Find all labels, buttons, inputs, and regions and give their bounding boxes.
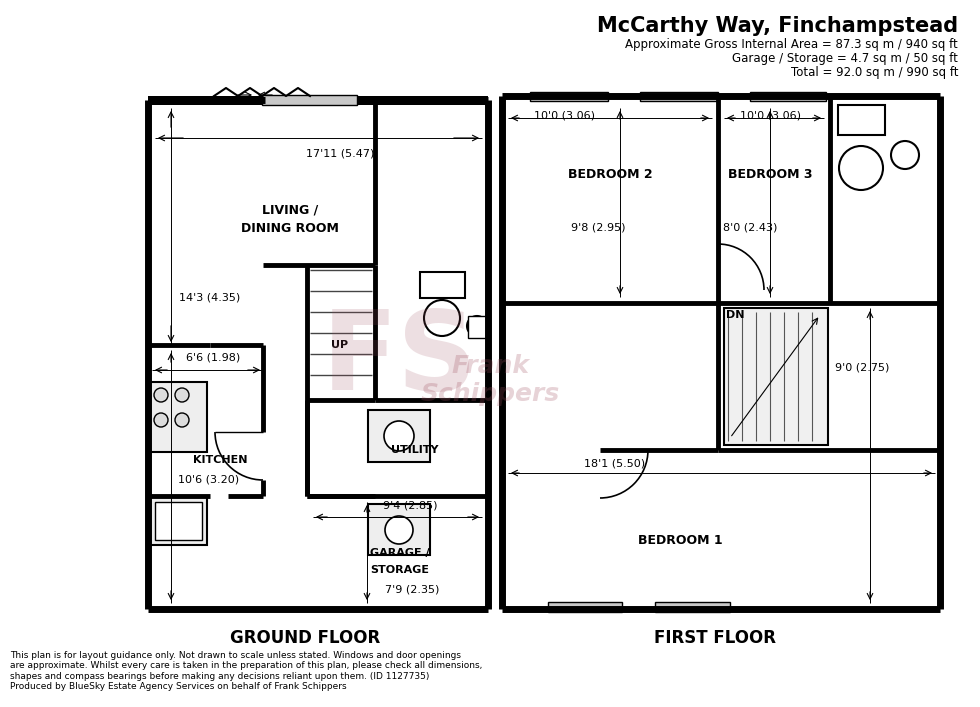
Text: 9'8 (2.95): 9'8 (2.95) xyxy=(570,223,625,233)
Text: Garage / Storage = 4.7 sq m / 50 sq ft: Garage / Storage = 4.7 sq m / 50 sq ft xyxy=(732,52,958,65)
Circle shape xyxy=(839,146,883,190)
Text: FIRST FLOOR: FIRST FLOOR xyxy=(654,629,776,647)
Text: 6'6 (1.98): 6'6 (1.98) xyxy=(186,353,240,363)
Text: 17'11 (5.47): 17'11 (5.47) xyxy=(306,148,374,158)
Bar xyxy=(262,95,357,105)
Text: STORAGE: STORAGE xyxy=(370,565,429,575)
Text: KITCHEN: KITCHEN xyxy=(193,455,247,465)
Text: 10'6 (3.20): 10'6 (3.20) xyxy=(178,475,239,485)
Text: GROUND FLOOR: GROUND FLOOR xyxy=(230,629,380,647)
Text: UTILITY: UTILITY xyxy=(391,445,439,455)
Text: FS: FS xyxy=(322,307,478,414)
Circle shape xyxy=(175,388,189,402)
Bar xyxy=(655,602,730,612)
Text: 18'1 (5.50): 18'1 (5.50) xyxy=(584,459,646,469)
Text: McCarthy Way, Finchampstead: McCarthy Way, Finchampstead xyxy=(597,16,958,36)
Text: BEDROOM 3: BEDROOM 3 xyxy=(728,168,812,182)
Bar xyxy=(750,92,826,101)
Circle shape xyxy=(175,413,189,427)
Text: UP: UP xyxy=(331,340,349,350)
Bar xyxy=(420,272,465,298)
Bar xyxy=(150,496,207,545)
Text: 10'0 (3.06): 10'0 (3.06) xyxy=(533,111,595,121)
Bar xyxy=(468,316,487,338)
Bar xyxy=(368,504,430,555)
Circle shape xyxy=(154,388,168,402)
Text: 7'9 (2.35): 7'9 (2.35) xyxy=(385,585,439,595)
Circle shape xyxy=(891,141,919,169)
Text: This plan is for layout guidance only. Not drawn to scale unless stated. Windows: This plan is for layout guidance only. N… xyxy=(10,651,482,691)
Circle shape xyxy=(385,516,413,544)
Text: Approximate Gross Internal Area = 87.3 sq m / 940 sq ft: Approximate Gross Internal Area = 87.3 s… xyxy=(625,38,958,51)
Bar xyxy=(148,96,488,105)
Circle shape xyxy=(154,413,168,427)
Text: 10'0 (3.06): 10'0 (3.06) xyxy=(740,111,801,121)
Circle shape xyxy=(467,316,487,336)
Text: 9'4 (2.85): 9'4 (2.85) xyxy=(383,500,437,510)
Bar xyxy=(640,92,718,101)
Text: BEDROOM 2: BEDROOM 2 xyxy=(567,168,653,182)
Bar xyxy=(150,382,207,452)
Text: 14'3 (4.35): 14'3 (4.35) xyxy=(179,293,241,303)
Text: DN: DN xyxy=(726,310,744,320)
Text: Total = 92.0 sq m / 990 sq ft: Total = 92.0 sq m / 990 sq ft xyxy=(791,66,958,79)
Bar xyxy=(530,92,608,101)
Bar xyxy=(155,502,202,540)
Text: Frank
Schippers: Frank Schippers xyxy=(420,354,560,406)
Text: GARAGE /: GARAGE / xyxy=(370,548,430,558)
Text: 9'0 (2.75): 9'0 (2.75) xyxy=(835,362,889,372)
Text: 8'0 (2.43): 8'0 (2.43) xyxy=(723,223,777,233)
Text: DINING ROOM: DINING ROOM xyxy=(241,221,339,235)
Bar xyxy=(548,602,622,612)
Bar xyxy=(724,308,828,445)
Circle shape xyxy=(424,300,460,336)
Circle shape xyxy=(384,421,414,451)
Bar xyxy=(838,105,885,135)
Text: LIVING /: LIVING / xyxy=(262,204,318,216)
Bar xyxy=(368,410,430,462)
Text: BEDROOM 1: BEDROOM 1 xyxy=(638,534,722,547)
